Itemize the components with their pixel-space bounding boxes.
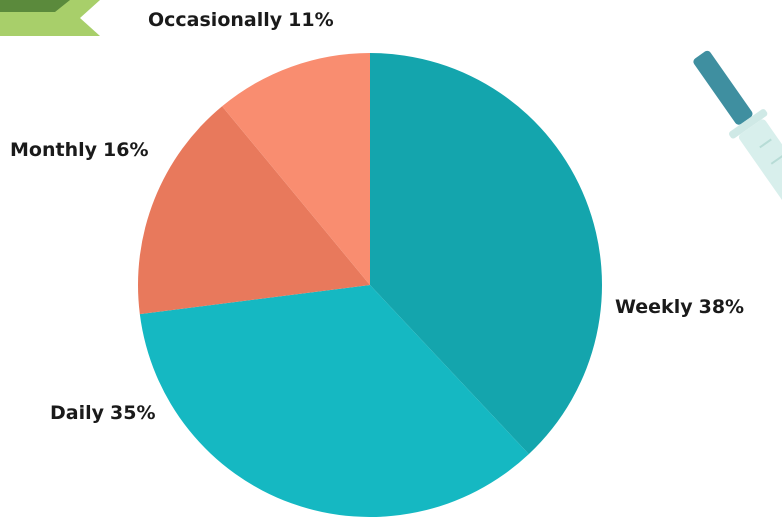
value-label: 35% bbox=[110, 402, 155, 424]
syringe-decoration bbox=[693, 50, 782, 217]
pie-slice bbox=[139, 285, 529, 517]
value-label: 38% bbox=[699, 296, 744, 318]
pie-slice bbox=[370, 53, 603, 455]
pie-slice bbox=[138, 106, 370, 315]
slice-label: Monthly 16% bbox=[10, 139, 148, 161]
pie-slice bbox=[222, 53, 370, 285]
category-name: Weekly bbox=[615, 296, 693, 318]
category-name: Daily bbox=[50, 402, 105, 424]
slice-label: Weekly 38% bbox=[615, 296, 744, 318]
slice-label: Daily 35% bbox=[50, 402, 156, 424]
slice-label: Occasionally 11% bbox=[148, 9, 334, 31]
value-label: 11% bbox=[288, 9, 333, 31]
ribbon-decoration bbox=[0, 0, 100, 36]
value-label: 16% bbox=[103, 139, 148, 161]
category-name: Monthly bbox=[10, 139, 98, 161]
category-name: Occasionally bbox=[148, 9, 283, 31]
